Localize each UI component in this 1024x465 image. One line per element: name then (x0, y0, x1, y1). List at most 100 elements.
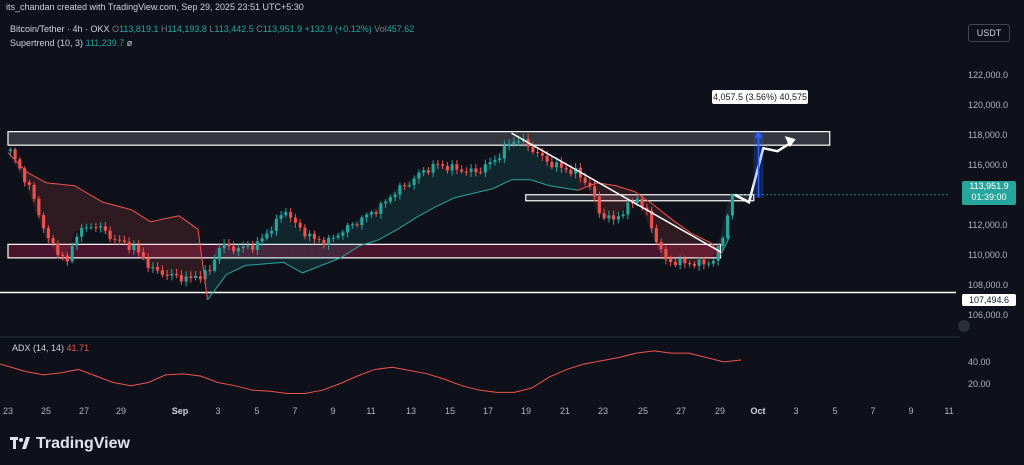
x-tick-label: Sep (171, 406, 189, 416)
candle-body (583, 177, 587, 183)
supertrend-fill (84, 191, 89, 229)
candle-body (455, 164, 459, 170)
supertrend-fill-layer (8, 139, 730, 300)
x-tick-label: 5 (254, 406, 260, 416)
supertrend-fill (74, 185, 80, 233)
candle-body (222, 243, 226, 249)
candle-body (232, 246, 236, 252)
supertrend-fill (677, 223, 683, 263)
supertrend-fill (673, 220, 678, 263)
candle-body (289, 212, 293, 218)
candle-body (498, 158, 502, 161)
candle-body (597, 196, 601, 214)
supertrend-fill (145, 218, 151, 270)
adx-value: 41.71 (66, 343, 90, 353)
candle-body (293, 217, 297, 223)
candle-body (331, 237, 335, 239)
candle-body (721, 238, 725, 247)
supertrend-fill (88, 194, 94, 227)
candle-body (659, 242, 663, 250)
currency-button[interactable]: USDT (968, 24, 1010, 42)
candle-body (574, 168, 578, 174)
volume-label: Vol (374, 24, 387, 34)
supertrend-fill (430, 164, 436, 210)
eye-icon[interactable]: ø (126, 38, 133, 48)
tradingview-icon (10, 437, 30, 449)
candle-body (702, 259, 706, 265)
supertrend-fill (188, 222, 194, 279)
candle-body (550, 161, 554, 168)
candle-body (322, 239, 326, 245)
supertrend-fill (98, 199, 103, 233)
candle-body (711, 260, 715, 264)
supertrend-fill (392, 188, 398, 232)
candle-body (422, 170, 426, 173)
change-value: +132.9 (+0.12%) (304, 24, 372, 34)
candle-body (384, 201, 388, 204)
candle-body (198, 276, 202, 280)
candle-body (654, 228, 658, 243)
zones-layer (0, 131, 956, 294)
symbol-legend[interactable]: Bitcoin/Tether · 4h · OKX O113,819.1 H11… (10, 24, 414, 34)
supertrend-fill (454, 169, 460, 198)
supertrend-fill (554, 165, 559, 188)
candle-body (308, 233, 312, 237)
candle-body (260, 238, 264, 242)
supertrend-fill (183, 219, 189, 279)
supertrend-fill (535, 153, 540, 183)
candle-body (631, 202, 635, 204)
supertrend-fill (435, 164, 441, 207)
candle-body (179, 275, 183, 282)
y-tick-label: 116,000.0 (968, 159, 1008, 170)
candle-body (241, 246, 245, 249)
candle-body (360, 217, 364, 226)
candle-body (127, 241, 131, 250)
supertrend-legend[interactable]: Supertrend (10, 3) 111,239.7 ø (10, 38, 132, 48)
candle-body (251, 245, 255, 250)
x-tick-label: Oct (750, 406, 766, 416)
supertrend-fill (426, 166, 431, 213)
supertrend-fill (544, 161, 550, 186)
supertrend-fill (179, 215, 184, 279)
candle-body (488, 162, 492, 165)
candle-body (217, 248, 221, 260)
adx-legend[interactable]: ADX (14, 14) 41.71 (12, 343, 89, 353)
candle-body (540, 152, 544, 156)
candle-body (46, 228, 50, 239)
candle-body (65, 255, 69, 262)
candle-body (445, 165, 449, 171)
candle-body (137, 244, 141, 253)
close-icon[interactable] (958, 320, 970, 332)
candle-body (51, 238, 55, 244)
candle-body (650, 210, 654, 229)
candle-body (279, 215, 283, 219)
candle-body (42, 215, 46, 229)
x-tick-label: 7 (870, 406, 876, 416)
supertrend-label: Supertrend (10, 3) (10, 38, 84, 48)
supertrend-fill (578, 176, 583, 191)
candle-body (664, 249, 668, 260)
candle-body (37, 198, 41, 216)
x-tick-label: 29 (115, 406, 127, 416)
candle-body (536, 152, 540, 154)
supertrend-fill (606, 184, 612, 221)
candle-body (341, 232, 345, 236)
supertrend-fill (563, 169, 569, 189)
supertrend-line (720, 236, 731, 256)
supertrend-fill (240, 246, 246, 268)
supertrend-fill (397, 185, 403, 230)
candle-body (517, 141, 521, 143)
candle-body (284, 212, 288, 216)
supertrend-fill (236, 247, 241, 270)
y-tick-label: 120,000.0 (968, 99, 1009, 110)
supertrend-line (577, 182, 721, 256)
x-tick-label: 19 (520, 406, 532, 416)
candle-body (436, 163, 440, 165)
candle-body (18, 159, 22, 169)
supertrend-fill (278, 209, 284, 263)
candle-body (270, 231, 274, 234)
candle-body (450, 164, 454, 171)
candle-body (469, 168, 473, 172)
supertrend-fill (155, 219, 160, 273)
